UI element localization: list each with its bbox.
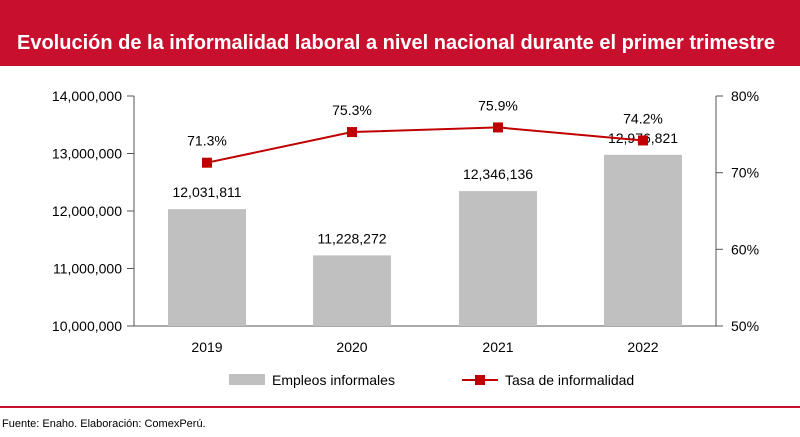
chart: 14,000,000 13,000,000 12,000,000 11,000,… <box>52 88 759 388</box>
left-tick-label: 13,000,000 <box>52 146 122 162</box>
bar-2022 <box>604 154 682 326</box>
right-tick-label: 80% <box>731 88 759 104</box>
bar-2020 <box>313 255 391 326</box>
x-tick-label-2019: 2019 <box>191 339 222 355</box>
left-tick-label: 10,000,000 <box>52 318 122 334</box>
bar-2019 <box>168 209 246 326</box>
right-tick-label: 60% <box>731 241 759 257</box>
rate-line <box>206 126 644 164</box>
bar-2021 <box>459 191 537 326</box>
right-tick-label: 70% <box>731 165 759 181</box>
rate-point <box>638 135 648 146</box>
legend-label-empleos: Empleos informales <box>272 372 395 388</box>
left-tick-label: 12,000,000 <box>52 203 122 219</box>
source-note: Fuente: Enaho. Elaboración: ComexPerú. <box>2 418 206 430</box>
legend-bar-swatch <box>229 374 265 385</box>
bar-value-label: 11,228,272 <box>317 230 386 246</box>
rate-value-label: 75.3% <box>332 102 372 118</box>
legend-label-tasa: Tasa de informalidad <box>505 372 634 388</box>
right-tick-label: 50% <box>731 318 759 334</box>
x-tick-label-2020: 2020 <box>336 339 367 355</box>
rate-point <box>347 127 357 138</box>
chart-title: Evolución de la informalidad laboral a n… <box>17 32 775 54</box>
rate-value-label: 74.2% <box>623 110 663 126</box>
footer-divider <box>0 406 800 408</box>
rate-point <box>202 157 212 168</box>
left-tick-label: 11,000,000 <box>53 261 122 277</box>
bar-value-label: 12,346,136 <box>463 166 533 182</box>
legend-marker-swatch <box>475 375 485 385</box>
rate-value-label: 71.3% <box>187 133 227 149</box>
x-tick-label-2021: 2021 <box>482 339 513 355</box>
bar-value-label: 12,031,811 <box>172 184 241 200</box>
x-tick-label-2022: 2022 <box>627 339 658 355</box>
left-tick-label: 14,000,000 <box>52 88 122 104</box>
title-bar <box>0 0 800 66</box>
rate-value-label: 75.9% <box>478 97 518 113</box>
rate-point <box>493 122 503 133</box>
